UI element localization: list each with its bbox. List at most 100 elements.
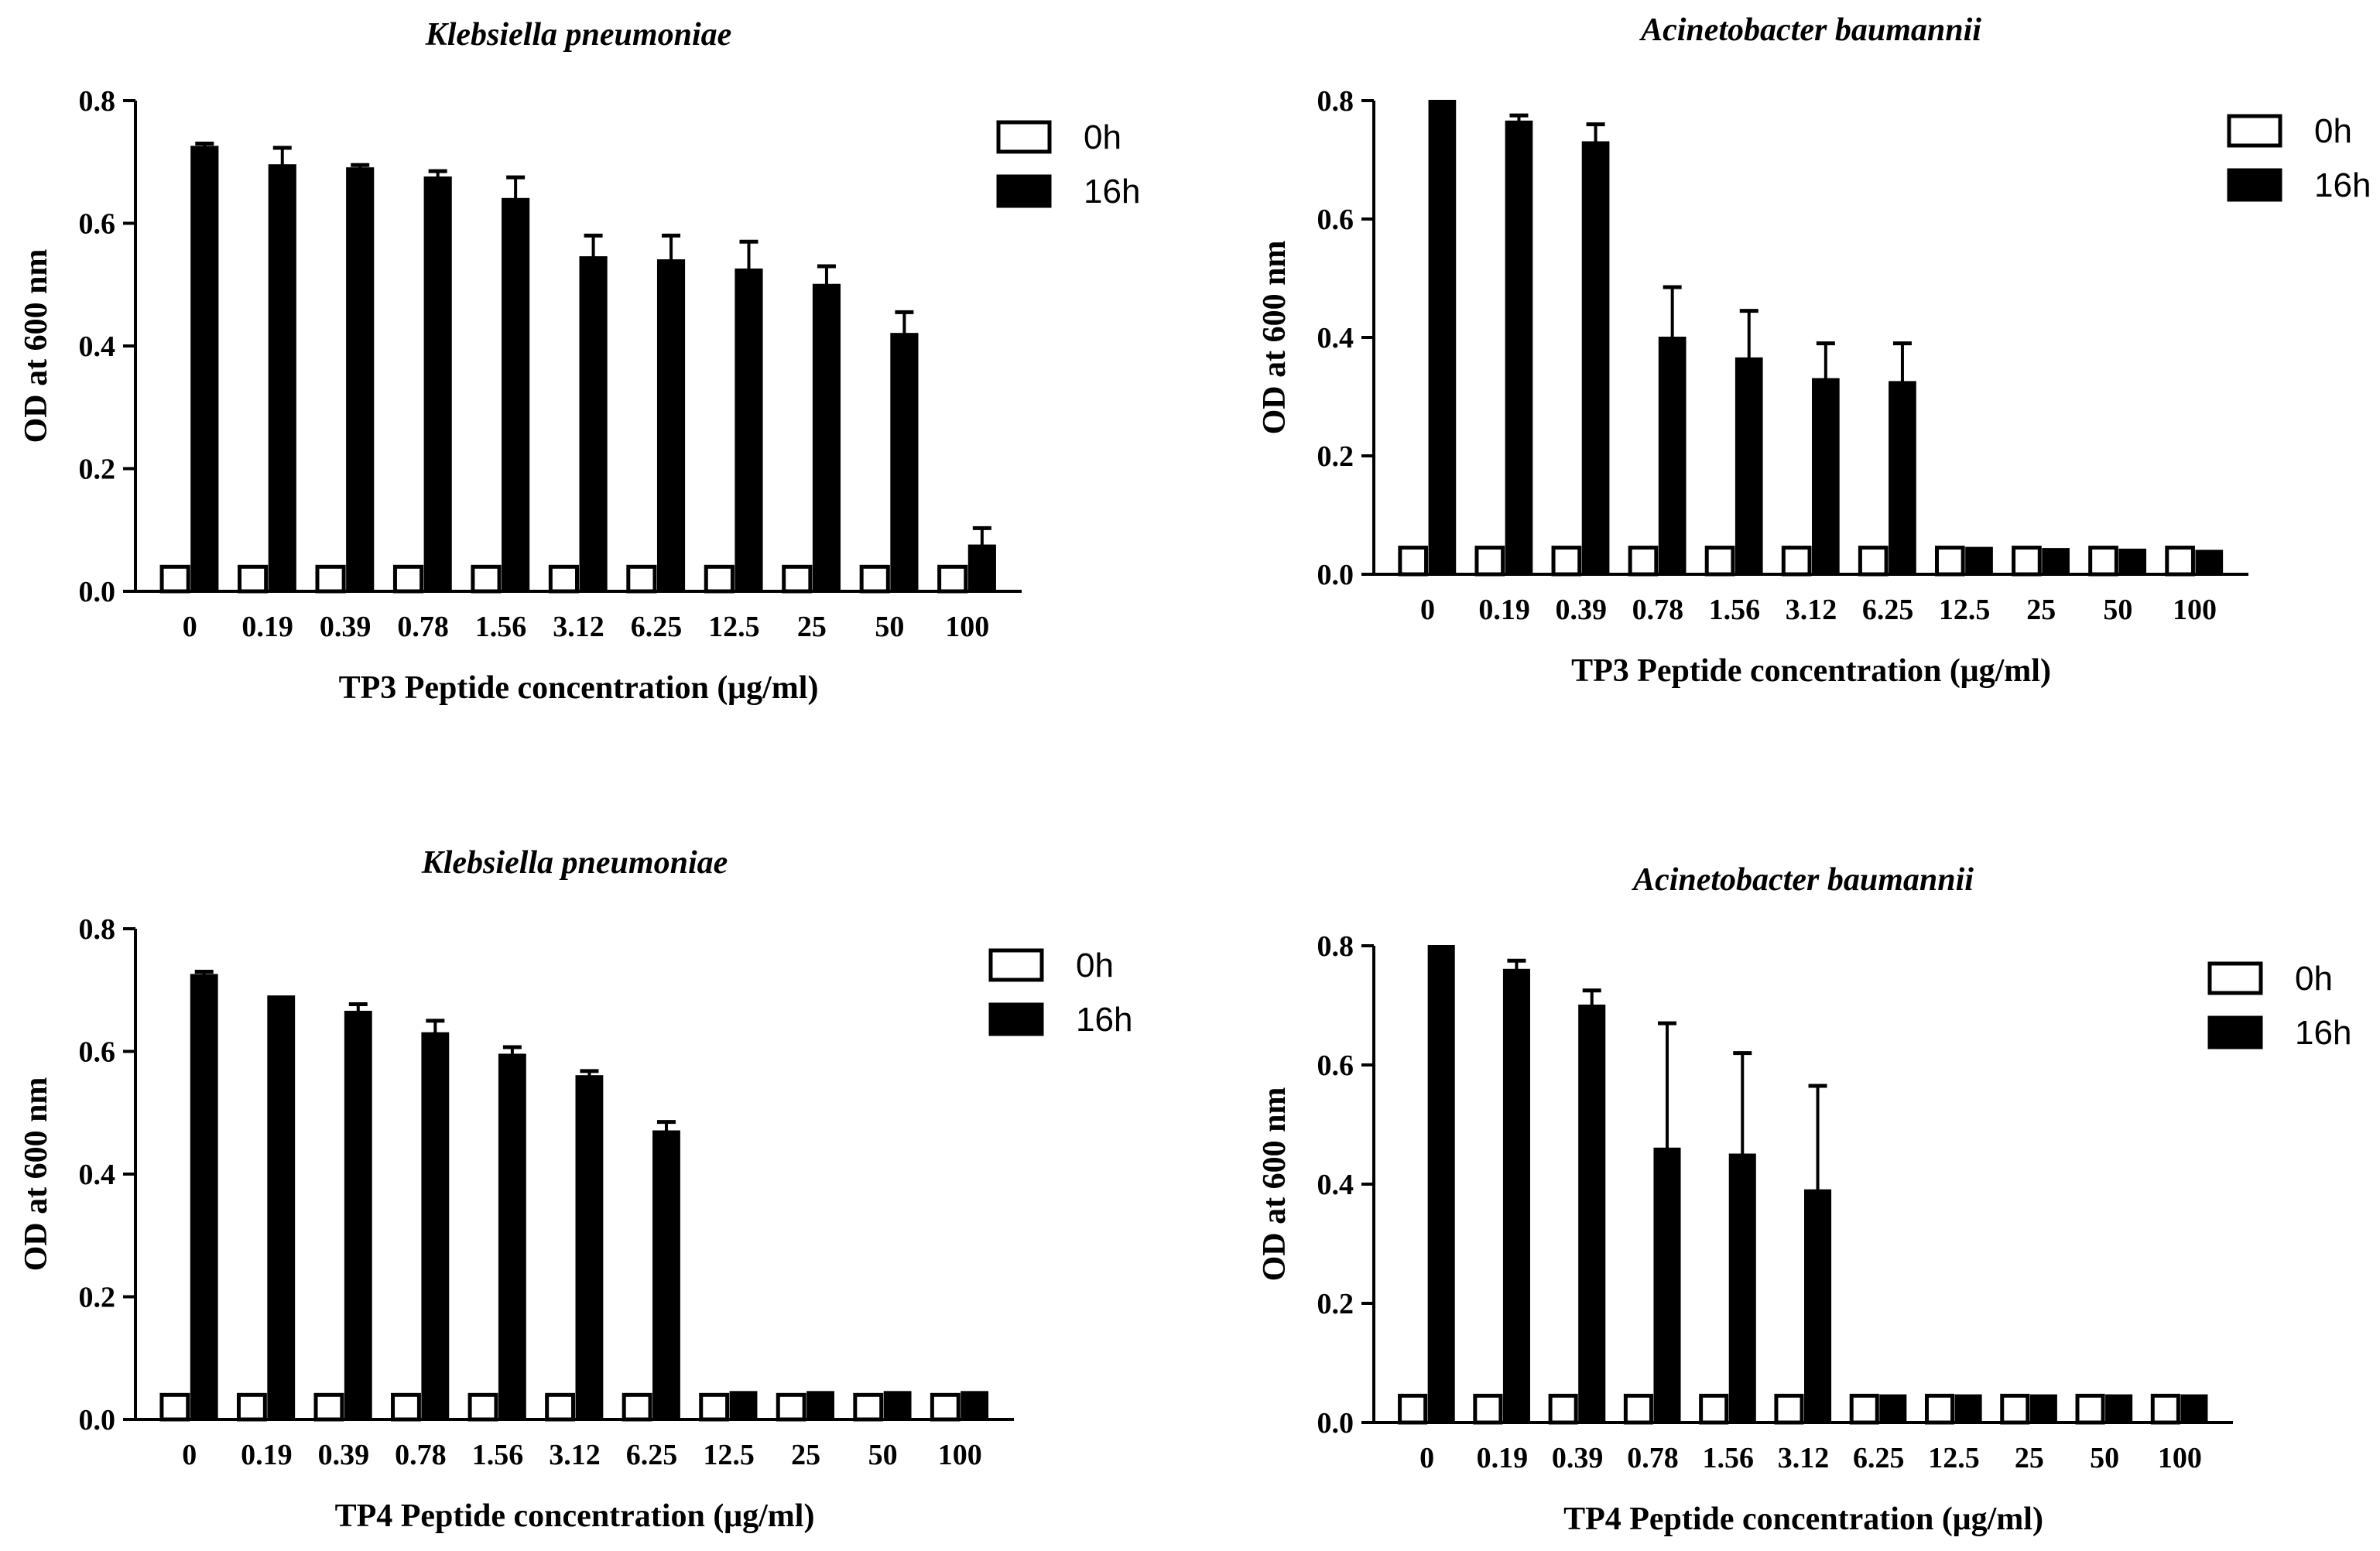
x-axis-label: TP3 Peptide concentration (μg/ml): [339, 670, 819, 706]
bar-0h-12.5: [1934, 546, 1965, 577]
legend-label-0h: 0h: [2314, 112, 2352, 150]
bar-0h-1.56: [1704, 546, 1735, 577]
x-tick-label: 50: [2103, 594, 2132, 626]
bar-16h-0: [190, 974, 218, 1420]
x-tick-label: 0.78: [1627, 1442, 1679, 1474]
x-tick-label: 100: [2173, 594, 2217, 626]
bar-16h-25: [2042, 548, 2070, 575]
bar-0h-12.5: [699, 1392, 730, 1422]
legend-label-16h: 16h: [1084, 173, 1140, 211]
legend-swatch-0h: [2227, 114, 2282, 148]
x-tick-label: 50: [875, 611, 904, 643]
x-tick-label: 12.5: [1939, 594, 1991, 626]
x-tick-label: 6.25: [631, 611, 683, 643]
y-axis-label: OD at 600 nm: [19, 1077, 54, 1272]
bar-0h-6.25: [1858, 546, 1889, 577]
bar-0h-0.39: [1548, 1393, 1578, 1425]
bar-0h-0: [159, 1392, 190, 1422]
bar-0h-3.12: [1774, 1393, 1804, 1425]
bar-0h-100: [930, 1392, 961, 1422]
x-tick-label: 1.56: [1709, 594, 1761, 626]
y-tick-label: 0.4: [79, 330, 116, 363]
bar-16h-6.25: [656, 259, 686, 592]
x-tick-label: 3.12: [1778, 1442, 1830, 1474]
y-axis-label: OD at 600 nm: [1257, 1087, 1293, 1282]
y-tick-label: 0.6: [1317, 204, 1354, 236]
x-tick-label: 6.25: [1862, 594, 1914, 626]
bar-0h-0: [1398, 546, 1429, 577]
y-tick-label: 0.2: [1317, 1288, 1354, 1320]
x-tick-label: 25: [2026, 594, 2056, 626]
bar-0h-1.56: [467, 1392, 498, 1422]
x-tick-label: 1.56: [472, 1439, 524, 1471]
x-tick-label: 0.39: [320, 611, 372, 643]
bar-0h-3.12: [545, 1392, 575, 1422]
bar-0h-1.56: [471, 564, 502, 594]
bar-16h-6.25: [652, 1130, 680, 1421]
bar-0h-50: [853, 1392, 884, 1422]
bar-16h-0.19: [268, 164, 296, 592]
bar-16h-3.12: [579, 256, 608, 592]
bar-0h-3.12: [548, 564, 580, 594]
x-tick-label: 12.5: [1928, 1442, 1980, 1474]
bar-16h-1.56: [498, 1053, 526, 1421]
y-axis-label: OD at 600 nm: [1257, 241, 1293, 435]
bar-16h-3.12: [1812, 378, 1840, 575]
chart-title: Acinetobacter baumannii: [1631, 862, 1974, 898]
bar-16h-0.39: [344, 1010, 372, 1421]
bar-0h-50: [859, 564, 890, 594]
x-tick-label: 50: [2090, 1442, 2119, 1474]
x-axis-label: TP3 Peptide concentration (μg/ml): [1571, 653, 2051, 689]
legend-label-16h: 16h: [2295, 1014, 2351, 1052]
y-tick-label: 0.8: [79, 85, 116, 118]
y-tick-label: 0.0: [79, 1404, 116, 1436]
x-tick-label: 0: [1419, 1442, 1434, 1474]
bar-16h-50: [2118, 548, 2147, 575]
bar-0h-0.19: [1473, 1393, 1503, 1425]
y-axis-label: OD at 600 nm: [19, 249, 54, 443]
bar-0h-0.78: [1628, 546, 1659, 577]
x-tick-label: 0.78: [395, 1439, 447, 1471]
x-tick-label: 3.12: [1786, 594, 1837, 626]
bar-16h-50: [890, 333, 919, 592]
y-tick-label: 0.4: [1317, 322, 1354, 354]
bar-16h-12.5: [1965, 546, 1993, 576]
x-tick-label: 1.56: [475, 611, 527, 643]
x-tick-label: 3.12: [549, 1439, 601, 1471]
y-tick-label: 0.6: [79, 208, 116, 241]
bar-0h-25: [2012, 546, 2042, 577]
bar-0h-25: [782, 564, 813, 594]
legend-swatch-0h: [988, 948, 1044, 982]
bar-0h-0: [159, 564, 190, 594]
bar-16h-6.25: [1879, 1394, 1907, 1423]
y-tick-label: 0.0: [1317, 559, 1354, 591]
x-tick-label: 50: [868, 1439, 898, 1471]
bar-0h-6.25: [626, 564, 657, 594]
legend-swatch-16h: [996, 174, 1052, 208]
x-tick-label: 0.78: [397, 611, 449, 643]
bar-0h-12.5: [1924, 1393, 1955, 1425]
bar-16h-3.12: [1804, 1189, 1832, 1423]
bar-16h-12.5: [729, 1391, 758, 1421]
x-tick-label: 0.19: [1478, 594, 1530, 626]
bar-16h-50: [2105, 1394, 2133, 1423]
y-tick-label: 0.0: [79, 576, 116, 608]
legend-swatch-0h: [996, 120, 1052, 154]
x-tick-label: 6.25: [1853, 1442, 1905, 1474]
bar-0h-0.19: [238, 564, 269, 594]
x-tick-label: 25: [791, 1439, 820, 1471]
x-tick-label: 0: [183, 611, 197, 643]
y-tick-label: 0.8: [79, 913, 116, 946]
bar-16h-1.56: [1728, 1153, 1756, 1423]
legend-swatch-16h: [988, 1002, 1044, 1036]
bar-0h-0.78: [392, 564, 424, 594]
chart-title: Acinetobacter baumannii: [1639, 12, 1981, 48]
bar-16h-25: [806, 1391, 834, 1421]
x-tick-label: 0: [182, 1439, 197, 1471]
bar-16h-25: [812, 283, 841, 592]
x-tick-label: 25: [2015, 1442, 2044, 1474]
bar-0h-0.39: [1551, 546, 1582, 577]
legend-label-16h: 16h: [2314, 166, 2371, 204]
bar-0h-0.19: [1474, 546, 1505, 577]
